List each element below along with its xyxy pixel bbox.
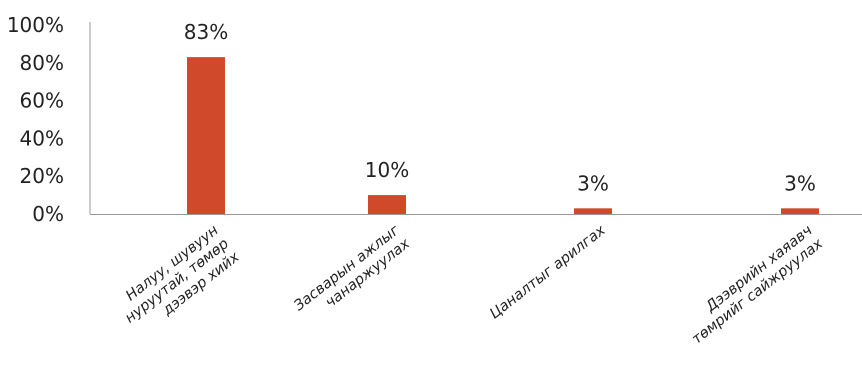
data-label: 3%	[577, 171, 609, 195]
category-label-line: Цаналтыг арилгах	[487, 222, 609, 322]
y-tick-label: 100%	[7, 13, 64, 37]
bar	[187, 57, 225, 214]
data-label: 83%	[184, 20, 228, 44]
y-tick-label: 40%	[20, 126, 64, 150]
y-tick-label: 0%	[32, 202, 64, 226]
category-label: Цаналтыг арилгах	[487, 222, 609, 322]
bars	[187, 57, 819, 214]
y-axis: 0% 20% 40% 60% 80% 100%	[7, 13, 91, 226]
bar	[368, 195, 406, 214]
data-label: 10%	[365, 158, 409, 182]
y-tick-label: 20%	[20, 164, 64, 188]
bar	[781, 208, 819, 214]
bar	[574, 208, 612, 214]
y-tick-label: 80%	[20, 51, 64, 75]
y-tick-label: 60%	[20, 89, 64, 113]
data-label: 3%	[784, 171, 816, 195]
category-label-line: төмрийг сайжруулах	[689, 236, 826, 348]
data-labels: 83% 10% 3% 3%	[184, 20, 816, 195]
